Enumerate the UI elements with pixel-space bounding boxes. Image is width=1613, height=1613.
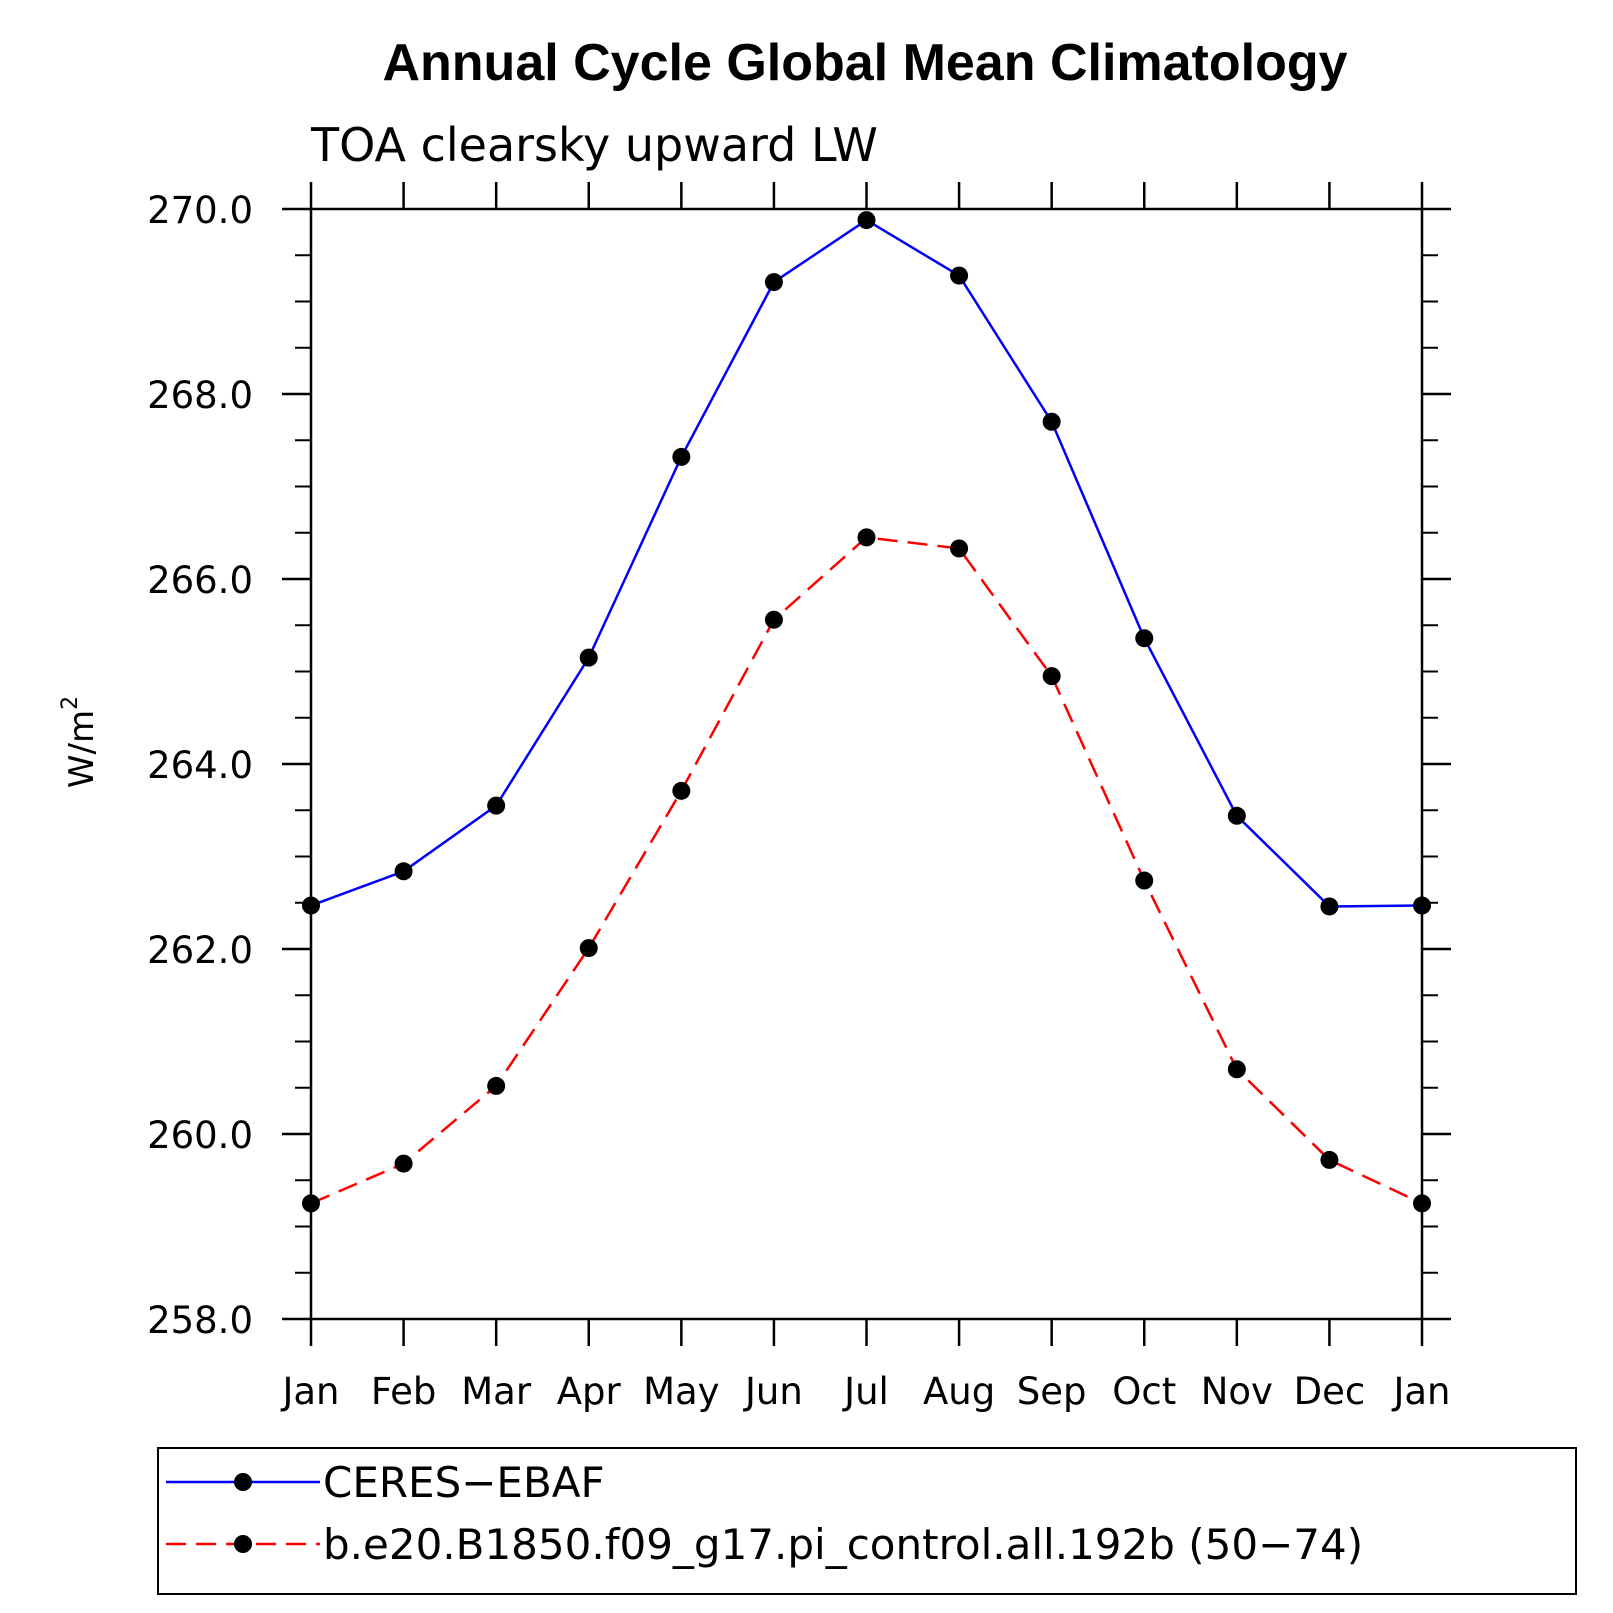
chart-title: Annual Cycle Global Mean Climatology: [382, 34, 1347, 92]
y-tick-labels: 258.0 260.0 262.0 264.0 266.0 268.0 270.0: [147, 189, 253, 1342]
y-axis-label-text: W/m: [62, 710, 102, 788]
x-tick-label: Jul: [842, 1370, 889, 1413]
series-1-point: [487, 796, 506, 815]
y-tick-label: 264.0: [147, 744, 253, 787]
series-2-point: [1320, 1150, 1339, 1169]
legend: CERES−EBAF b.e20.B1850.f09_g17.pi_control…: [157, 1447, 1577, 1595]
y-tick-label: 258.0: [147, 1299, 253, 1342]
x-tick-label: Aug: [923, 1370, 995, 1413]
chart-subtitle: TOA clearsky upward LW: [310, 118, 878, 172]
series-1-point: [1042, 412, 1061, 431]
series-2-point: [1227, 1060, 1246, 1079]
x-tick-label: Apr: [557, 1370, 622, 1413]
x-tick-label: Dec: [1294, 1370, 1366, 1413]
x-tick-label: Feb: [371, 1370, 437, 1413]
legend-marker-2: [234, 1535, 252, 1553]
x-tick-labels: Jan Feb Mar Apr May Jun Jul Aug Sep Oct Nov Dec Jan: [280, 1370, 1450, 1413]
series-2-point: [487, 1076, 506, 1095]
series-2-point: [1042, 667, 1061, 686]
series-2-point: [1135, 871, 1154, 890]
legend-items: CERES−EBAF b.e20.B1850.f09_g17.pi_control…: [166, 1458, 1363, 1569]
series-1-point: [1135, 629, 1154, 648]
y-tick-label: 268.0: [147, 374, 253, 417]
x-tick-label: Oct: [1112, 1370, 1176, 1413]
series-2-point: [579, 939, 598, 958]
x-tick-label: Jun: [743, 1370, 803, 1413]
legend-box: [157, 1447, 1577, 1595]
series-2-point: [672, 781, 691, 800]
legend-marker-1: [234, 1473, 252, 1491]
y-axis-label-superscript: 2: [58, 696, 83, 710]
series-2-point: [950, 539, 969, 558]
axis-ticks: [282, 182, 1451, 1346]
x-tick-label: Mar: [461, 1370, 532, 1413]
series-line-2: [310, 536, 1423, 1205]
series-1-point: [1320, 897, 1339, 916]
series-layer: [302, 211, 1431, 1213]
plot-frame: [309, 207, 1424, 1321]
series-2-point: [764, 610, 783, 629]
series-1-point: [950, 266, 969, 285]
series-1-point: [764, 273, 783, 292]
series-1-point: [672, 447, 691, 466]
y-tick-label: 266.0: [147, 559, 253, 602]
y-tick-label: 260.0: [147, 1114, 253, 1157]
series-1-point: [394, 862, 413, 881]
x-tick-label: Jan: [1391, 1370, 1450, 1413]
x-tick-label: Sep: [1017, 1370, 1087, 1413]
series-2-point: [857, 528, 876, 547]
x-tick-label: Nov: [1201, 1370, 1273, 1413]
y-axis-label: W/m2: [58, 696, 102, 788]
series-line-1: [310, 218, 1423, 908]
legend-label-1: CERES−EBAF: [323, 1458, 605, 1507]
series-1-point: [1227, 806, 1246, 825]
series-2-point: [394, 1154, 413, 1173]
y-tick-label: 270.0: [147, 189, 253, 232]
x-tick-label: May: [643, 1370, 720, 1413]
y-tick-label: 262.0: [147, 929, 253, 972]
series-1-point: [579, 648, 598, 667]
x-tick-label: Jan: [280, 1370, 339, 1413]
legend-label-2: b.e20.B1850.f09_g17.pi_control.all.192b …: [323, 1520, 1363, 1569]
series-1-point: [857, 211, 876, 230]
